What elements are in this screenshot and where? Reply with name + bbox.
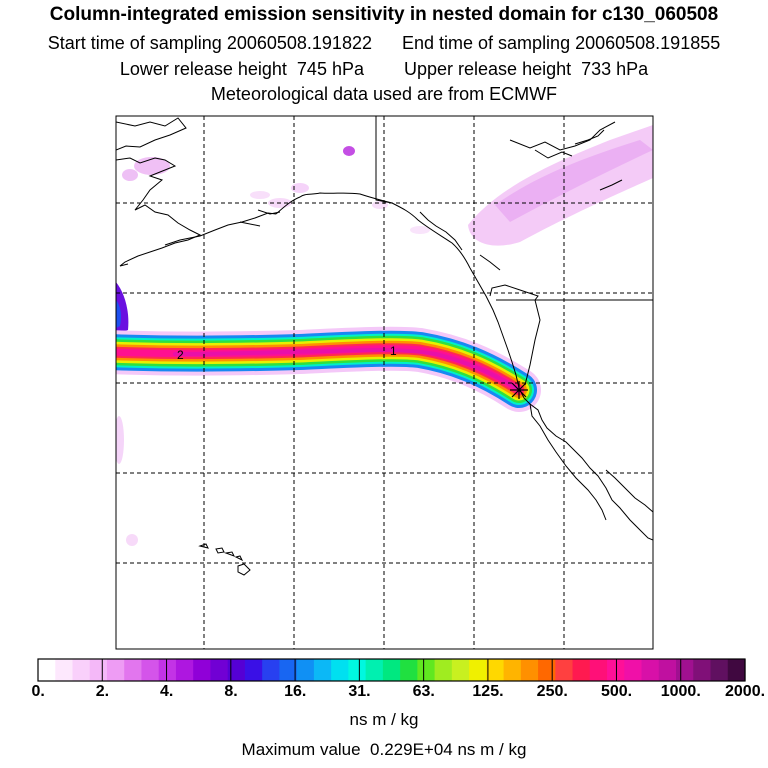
- sensitivity-haze-west: [116, 282, 138, 546]
- sampling-time-line: Start time of sampling 20060508.191822 E…: [0, 33, 768, 54]
- colorbar-segment: [175, 659, 194, 681]
- colorbar-segment: [538, 659, 556, 681]
- max-value-label: Maximum value 0.229E+04 ns m / kg: [241, 740, 527, 759]
- colorbar-segment: [486, 659, 505, 681]
- colorbar-tick-label: 1000.: [660, 683, 701, 700]
- colorbar-segment: [262, 659, 281, 681]
- colorbar-tick-label: 8.: [224, 683, 238, 700]
- colorbar-tick-label: 2000.: [725, 683, 766, 700]
- colorbar-tick-label: 16.: [284, 683, 307, 700]
- colorbar-segment: [348, 659, 367, 681]
- colorbar-segment: [710, 659, 729, 681]
- colorbar-segment: [296, 659, 315, 681]
- colorbar-segment: [572, 659, 591, 681]
- colorbar-segment: [624, 659, 643, 681]
- colorbar-tick-label: 125.: [472, 683, 504, 700]
- colorbar-frame: [37, 658, 746, 682]
- met-data-label: Meteorological data used are from ECMWF: [210, 84, 558, 104]
- colorbar-segment: [676, 659, 694, 681]
- sensitivity-haze-north: [122, 125, 653, 246]
- map-frame: [115, 115, 654, 650]
- coastlines: [116, 116, 653, 541]
- colorbar-segment: [641, 659, 660, 681]
- units-label: ns m / kg: [349, 710, 419, 729]
- colorbar-segment: [658, 659, 677, 681]
- colorbar: [38, 659, 746, 681]
- colorbar-tick-label: 4.: [160, 683, 174, 700]
- colorbar-segment: [313, 659, 332, 681]
- colorbar-segment: [589, 659, 608, 681]
- colorbar-tick-label: 63.: [412, 683, 435, 700]
- colorbar-segment: [210, 659, 229, 681]
- colorbar-segment: [141, 659, 160, 681]
- release-height-line: Lower release height 745 hPa Upper relea…: [0, 59, 768, 80]
- colorbar-segment: [382, 659, 401, 681]
- colorbar-segment: [244, 659, 263, 681]
- colorbar-tick-label: 500.: [600, 683, 633, 700]
- colorbar-segment: [365, 659, 384, 681]
- colorbar-segment: [106, 659, 125, 681]
- colorbar-segment: [331, 659, 349, 681]
- sensitivity-plume: [116, 326, 541, 412]
- colorbar-segment: [469, 659, 487, 681]
- colorbar-segment: [55, 659, 74, 681]
- page-title: Column-integrated emission sensitivity i…: [49, 4, 719, 25]
- colorbar-segment: [38, 659, 56, 681]
- lower-height-label: Lower release height 745 hPa: [119, 59, 364, 79]
- colorbar-segment: [400, 659, 418, 681]
- colorbar-tick-label: 31.: [348, 683, 371, 700]
- plume-label-1: 1: [390, 344, 397, 358]
- colorbar-tick-label: 0.: [31, 683, 45, 700]
- end-time-label: End time of sampling 20060508.191855: [402, 33, 721, 53]
- colorbar-segment: [417, 659, 436, 681]
- colorbar-segment: [555, 659, 574, 681]
- colorbar-segment: [89, 659, 108, 681]
- colorbar-segment: [434, 659, 453, 681]
- hawaii-islands: [198, 543, 251, 576]
- release-point-marker: [510, 381, 528, 399]
- colorbar-tick-label: 2.: [95, 683, 110, 700]
- colorbar-segment: [520, 659, 539, 681]
- colorbar-segment: [227, 659, 246, 681]
- colorbar-segment: [193, 659, 212, 681]
- colorbar-segment: [158, 659, 177, 681]
- colorbar-segment: [124, 659, 143, 681]
- start-time-label: Start time of sampling 20060508.191822: [47, 33, 372, 53]
- plume-label-2: 2: [177, 348, 184, 362]
- colorbar-segment: [451, 659, 470, 681]
- colorbar-segment: [693, 659, 712, 681]
- colorbar-segment: [727, 659, 746, 681]
- upper-height-label: Upper release height 733 hPa: [404, 59, 649, 79]
- colorbar-segment: [503, 659, 522, 681]
- lat-lon-grid: [116, 116, 653, 649]
- colorbar-tick-label: 250.: [536, 683, 568, 700]
- colorbar-segment: [279, 659, 298, 681]
- colorbar-segment: [72, 659, 91, 681]
